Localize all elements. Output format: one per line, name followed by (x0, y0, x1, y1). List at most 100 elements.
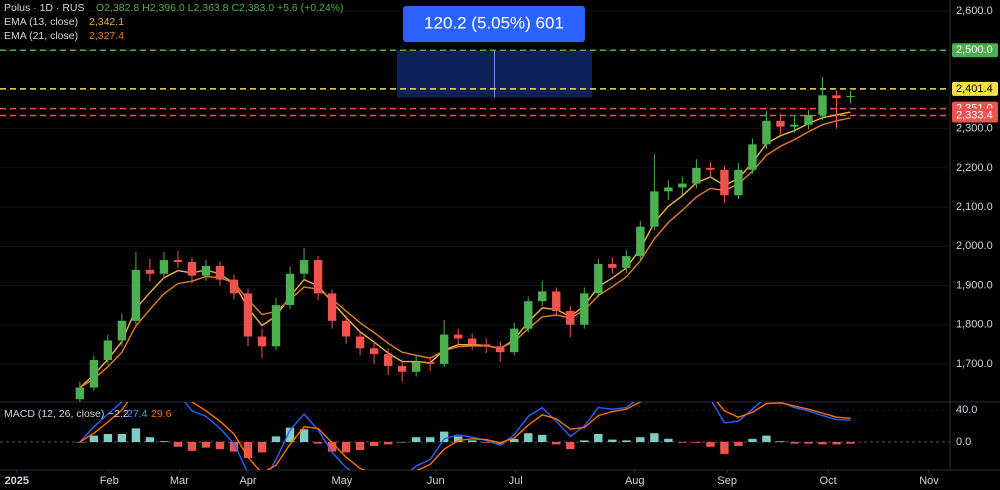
candle-body (706, 167, 715, 170)
measure-label: 120.2 (5.05%) 601 (424, 13, 564, 32)
legend-symbol: Polus · 1D · RUS (4, 2, 85, 14)
legend-ema21: EMA (21, close) (4, 30, 78, 42)
y-tick-label: 2,000.0 (956, 240, 993, 252)
candle-body (173, 260, 183, 262)
macd-pane (0, 402, 950, 470)
candle-body (482, 344, 491, 347)
macd-hist-value: −2.2 (108, 408, 129, 420)
macd-histogram-bar (89, 435, 99, 442)
macd-histogram-bar (369, 442, 379, 446)
candle-body (776, 120, 785, 127)
candle-body (510, 328, 519, 353)
macd-histogram-bar (131, 428, 141, 442)
y-tick-label: 1,800.0 (956, 319, 993, 331)
macd-histogram-bar (552, 442, 561, 445)
macd-histogram-bar (846, 442, 855, 444)
macd-title: MACD (12, 26, close) (4, 408, 104, 420)
candle-body (734, 169, 743, 196)
candle-body (748, 144, 757, 170)
macd-histogram-bar (482, 442, 491, 443)
macd-histogram-bar (664, 438, 673, 442)
x-tick-label: 2025 (5, 475, 29, 487)
legend-ohlc: O2,382.8 H2,396.0 L2,363.8 C2,383.0 +5.6… (96, 2, 344, 14)
candle-body (117, 320, 127, 341)
macd-histogram-bar (748, 438, 757, 442)
macd-line (79, 402, 851, 470)
candle-body (215, 265, 225, 280)
macd-line-value: 27.4 (127, 408, 148, 420)
candle-body (496, 346, 505, 353)
candle-body (327, 293, 337, 321)
macd-histogram-bar (145, 437, 155, 442)
macd-histogram-bar (594, 434, 603, 442)
macd-histogram-bar (538, 434, 547, 442)
macd-histogram-bar (355, 442, 365, 450)
candle-body (566, 311, 575, 325)
macd-histogram-bar (706, 442, 715, 447)
candle-body (145, 269, 155, 274)
macd-histogram-bar (159, 441, 169, 442)
legend-ema21-value: 2,327.4 (89, 30, 124, 42)
candle-body (159, 260, 169, 274)
macd-histogram-bar (678, 442, 687, 443)
macd-histogram-bar (243, 442, 253, 458)
candle-body (341, 320, 351, 337)
price-label: 2,333.4 (956, 109, 993, 121)
macd-histogram-bar (622, 440, 631, 442)
macd-histogram-bar (75, 442, 85, 443)
macd-histogram-bar (776, 441, 785, 442)
macd-histogram-bar (762, 435, 771, 442)
signal-line (79, 402, 851, 470)
macd-histogram-bar (720, 442, 729, 454)
x-tick-label: Aug (625, 475, 645, 487)
candle-body (131, 269, 141, 321)
macd-histogram-bar (439, 431, 449, 442)
candle-body (313, 260, 323, 294)
macd-histogram-bar (692, 442, 701, 443)
macd-histogram-bar (215, 442, 225, 450)
macd-histogram-bar (397, 442, 407, 443)
candle-body (187, 261, 197, 276)
macd-histogram-bar (285, 427, 295, 442)
candle-body (453, 334, 463, 339)
macd-histogram-bar (804, 442, 813, 444)
y-tick-label: 1,900.0 (956, 279, 993, 291)
macd-histogram-bar (103, 434, 113, 442)
x-tick-label: May (331, 475, 352, 487)
candle-body (538, 291, 547, 302)
candle-body (439, 334, 449, 364)
candle-body (229, 279, 239, 294)
macd-histogram-bar (229, 442, 239, 452)
candle-body (678, 183, 687, 188)
macd-histogram-bar (524, 433, 533, 442)
candle-body (411, 361, 421, 372)
price-label: 2,401.4 (956, 83, 993, 95)
candle-body (636, 226, 645, 257)
y-tick-label: 2,600.0 (956, 5, 993, 17)
candle-body (89, 360, 99, 388)
candle-body (594, 263, 603, 294)
candle-body (664, 187, 673, 192)
macd-histogram-bar (832, 442, 841, 445)
candle-body (257, 336, 267, 347)
y-tick-label: 2,200.0 (956, 162, 993, 174)
candle-body (285, 273, 295, 306)
candle-body (608, 263, 617, 268)
macd-histogram-bar (313, 442, 323, 444)
candle-body (467, 338, 477, 345)
candle-body (790, 124, 799, 127)
x-tick-label: Nov (919, 475, 939, 487)
macd-histogram-bar (187, 442, 197, 451)
candle-body (383, 354, 393, 366)
macd-histogram-bar (734, 442, 743, 446)
macd-histogram-bar (201, 442, 211, 448)
axes: 1,700.0 1,800.0 1,900.0 2,000.0 2,100.0 2,200… (5, 5, 998, 487)
candle-body (552, 291, 561, 312)
macd-histogram-bar (173, 442, 183, 447)
y-tick-label: 1,700.0 (956, 358, 993, 370)
macd-histogram-bar (566, 442, 575, 450)
candle-body (397, 365, 407, 372)
price-label-bg (952, 81, 998, 96)
candle-body (622, 256, 631, 268)
